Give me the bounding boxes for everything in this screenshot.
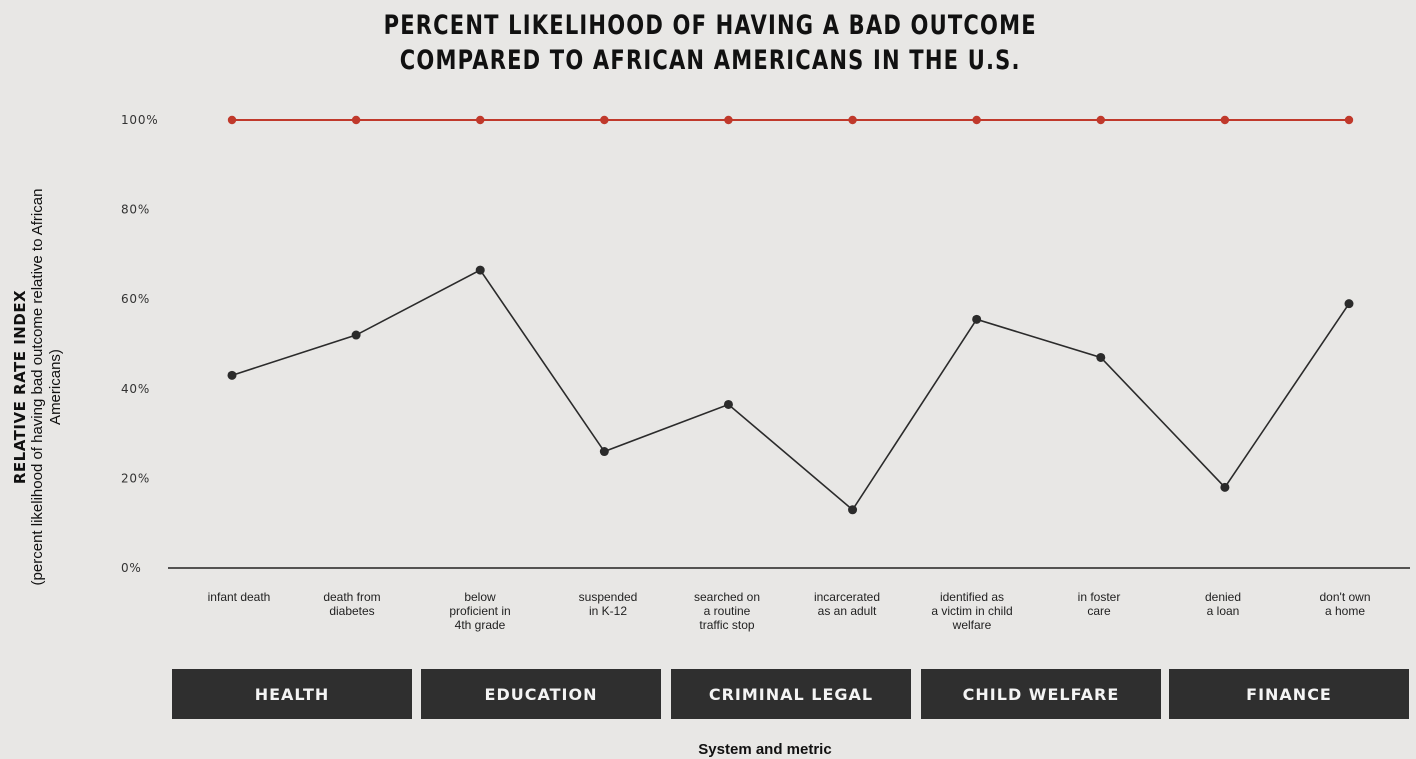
x-tick-label: in foster care (1078, 590, 1121, 618)
x-tick-label-line: in K-12 (589, 604, 627, 618)
reference-point (227, 115, 237, 125)
x-tick-label-line: death from (323, 590, 380, 604)
reference-point (476, 115, 485, 125)
x-tick-label: suspended in K-12 (579, 590, 638, 618)
x-tick-label-line: as an adult (818, 604, 877, 618)
x-tick-label: death from diabetes (323, 590, 380, 618)
reference-point (972, 115, 981, 125)
x-tick-label-line: denied (1205, 590, 1241, 604)
x-tick-label-line: a home (1325, 604, 1365, 618)
x-tick-label-line: don't own (1320, 590, 1371, 604)
reference-point (1220, 115, 1230, 125)
chart-title-line-2: COMPARED TO AFRICAN AMERICANS IN THE U.S… (399, 45, 1021, 76)
system-category-health: HEALTH (172, 669, 412, 719)
x-tick-label: denied a loan (1205, 590, 1241, 618)
data-point (599, 447, 609, 457)
chart-plot: 0% 20% 40% 60% 80% 100% infant death death from… (121, 113, 1410, 632)
system-category-finance: FINANCE (1169, 669, 1409, 719)
data-point (972, 314, 982, 324)
chart-title-line-1: PERCENT LIKELIHOOD OF HAVING A BAD OUTCO… (383, 10, 1037, 41)
x-tick-label-line: 4th grade (455, 618, 506, 632)
data-point (227, 370, 237, 380)
x-tick-label: incarcerated as an adult (814, 590, 880, 618)
x-axis-title: System and metric (698, 741, 832, 758)
data-point (1220, 482, 1230, 492)
reference-point (848, 115, 857, 125)
x-tick-label: below proficient in 4th grade (449, 590, 510, 632)
y-tick-label: 20% (121, 471, 150, 485)
chart-title: PERCENT LIKELIHOOD OF HAVING A BAD OUTCO… (158, 8, 1262, 78)
data-point (1096, 352, 1106, 362)
x-tick-label-line: suspended (579, 590, 638, 604)
x-tick-label-line: in foster (1078, 590, 1121, 604)
x-tick-label-line: welfare (952, 618, 992, 632)
x-tick-label-line: searched on (694, 590, 760, 604)
data-series-line (231, 269, 1350, 511)
data-point (475, 265, 485, 275)
system-category-child-welfare: CHILD WELFARE (921, 669, 1161, 719)
y-tick-label: 40% (121, 382, 150, 396)
x-tick-label: infant death (208, 590, 271, 604)
x-tick-label-line: a loan (1207, 604, 1240, 618)
x-tick-label-line: a victim in child (931, 604, 1012, 618)
reference-point (724, 115, 733, 125)
reference-point (600, 115, 609, 125)
y-tick-label: 60% (121, 292, 150, 306)
x-tick-label: searched on a routine traffic stop (694, 590, 760, 632)
system-category-criminal-legal: CRIMINAL LEGAL (671, 669, 911, 719)
x-tick-label-line: proficient in (449, 604, 510, 618)
y-tick-label: 100% (121, 113, 159, 127)
data-point (848, 505, 858, 515)
data-point (723, 399, 733, 409)
x-tick-label-line: incarcerated (814, 590, 880, 604)
x-tick-label-line: identified as (940, 590, 1004, 604)
system-category-education: EDUCATION (421, 669, 661, 719)
reference-point (351, 115, 361, 125)
x-tick-label-line: below (464, 590, 496, 604)
x-tick-label: identified as a victim in child welfare (931, 590, 1012, 632)
x-tick-label-line: traffic stop (699, 618, 754, 632)
x-tick-label-line: infant death (208, 590, 271, 604)
y-tick-label: 0% (121, 561, 142, 575)
data-point (1344, 299, 1354, 309)
system-category-bar: HEALTH EDUCATION CRIMINAL LEGAL CHILD WELFA… (0, 669, 1416, 719)
x-tick-label-line: diabetes (329, 604, 374, 618)
reference-point (1096, 115, 1105, 125)
x-tick-label: don't own a home (1320, 590, 1371, 618)
reference-point (1344, 115, 1354, 125)
data-point (351, 330, 361, 340)
x-tick-label-line: a routine (704, 604, 751, 618)
y-tick-label: 80% (121, 203, 150, 217)
x-tick-label-line: care (1087, 604, 1111, 618)
